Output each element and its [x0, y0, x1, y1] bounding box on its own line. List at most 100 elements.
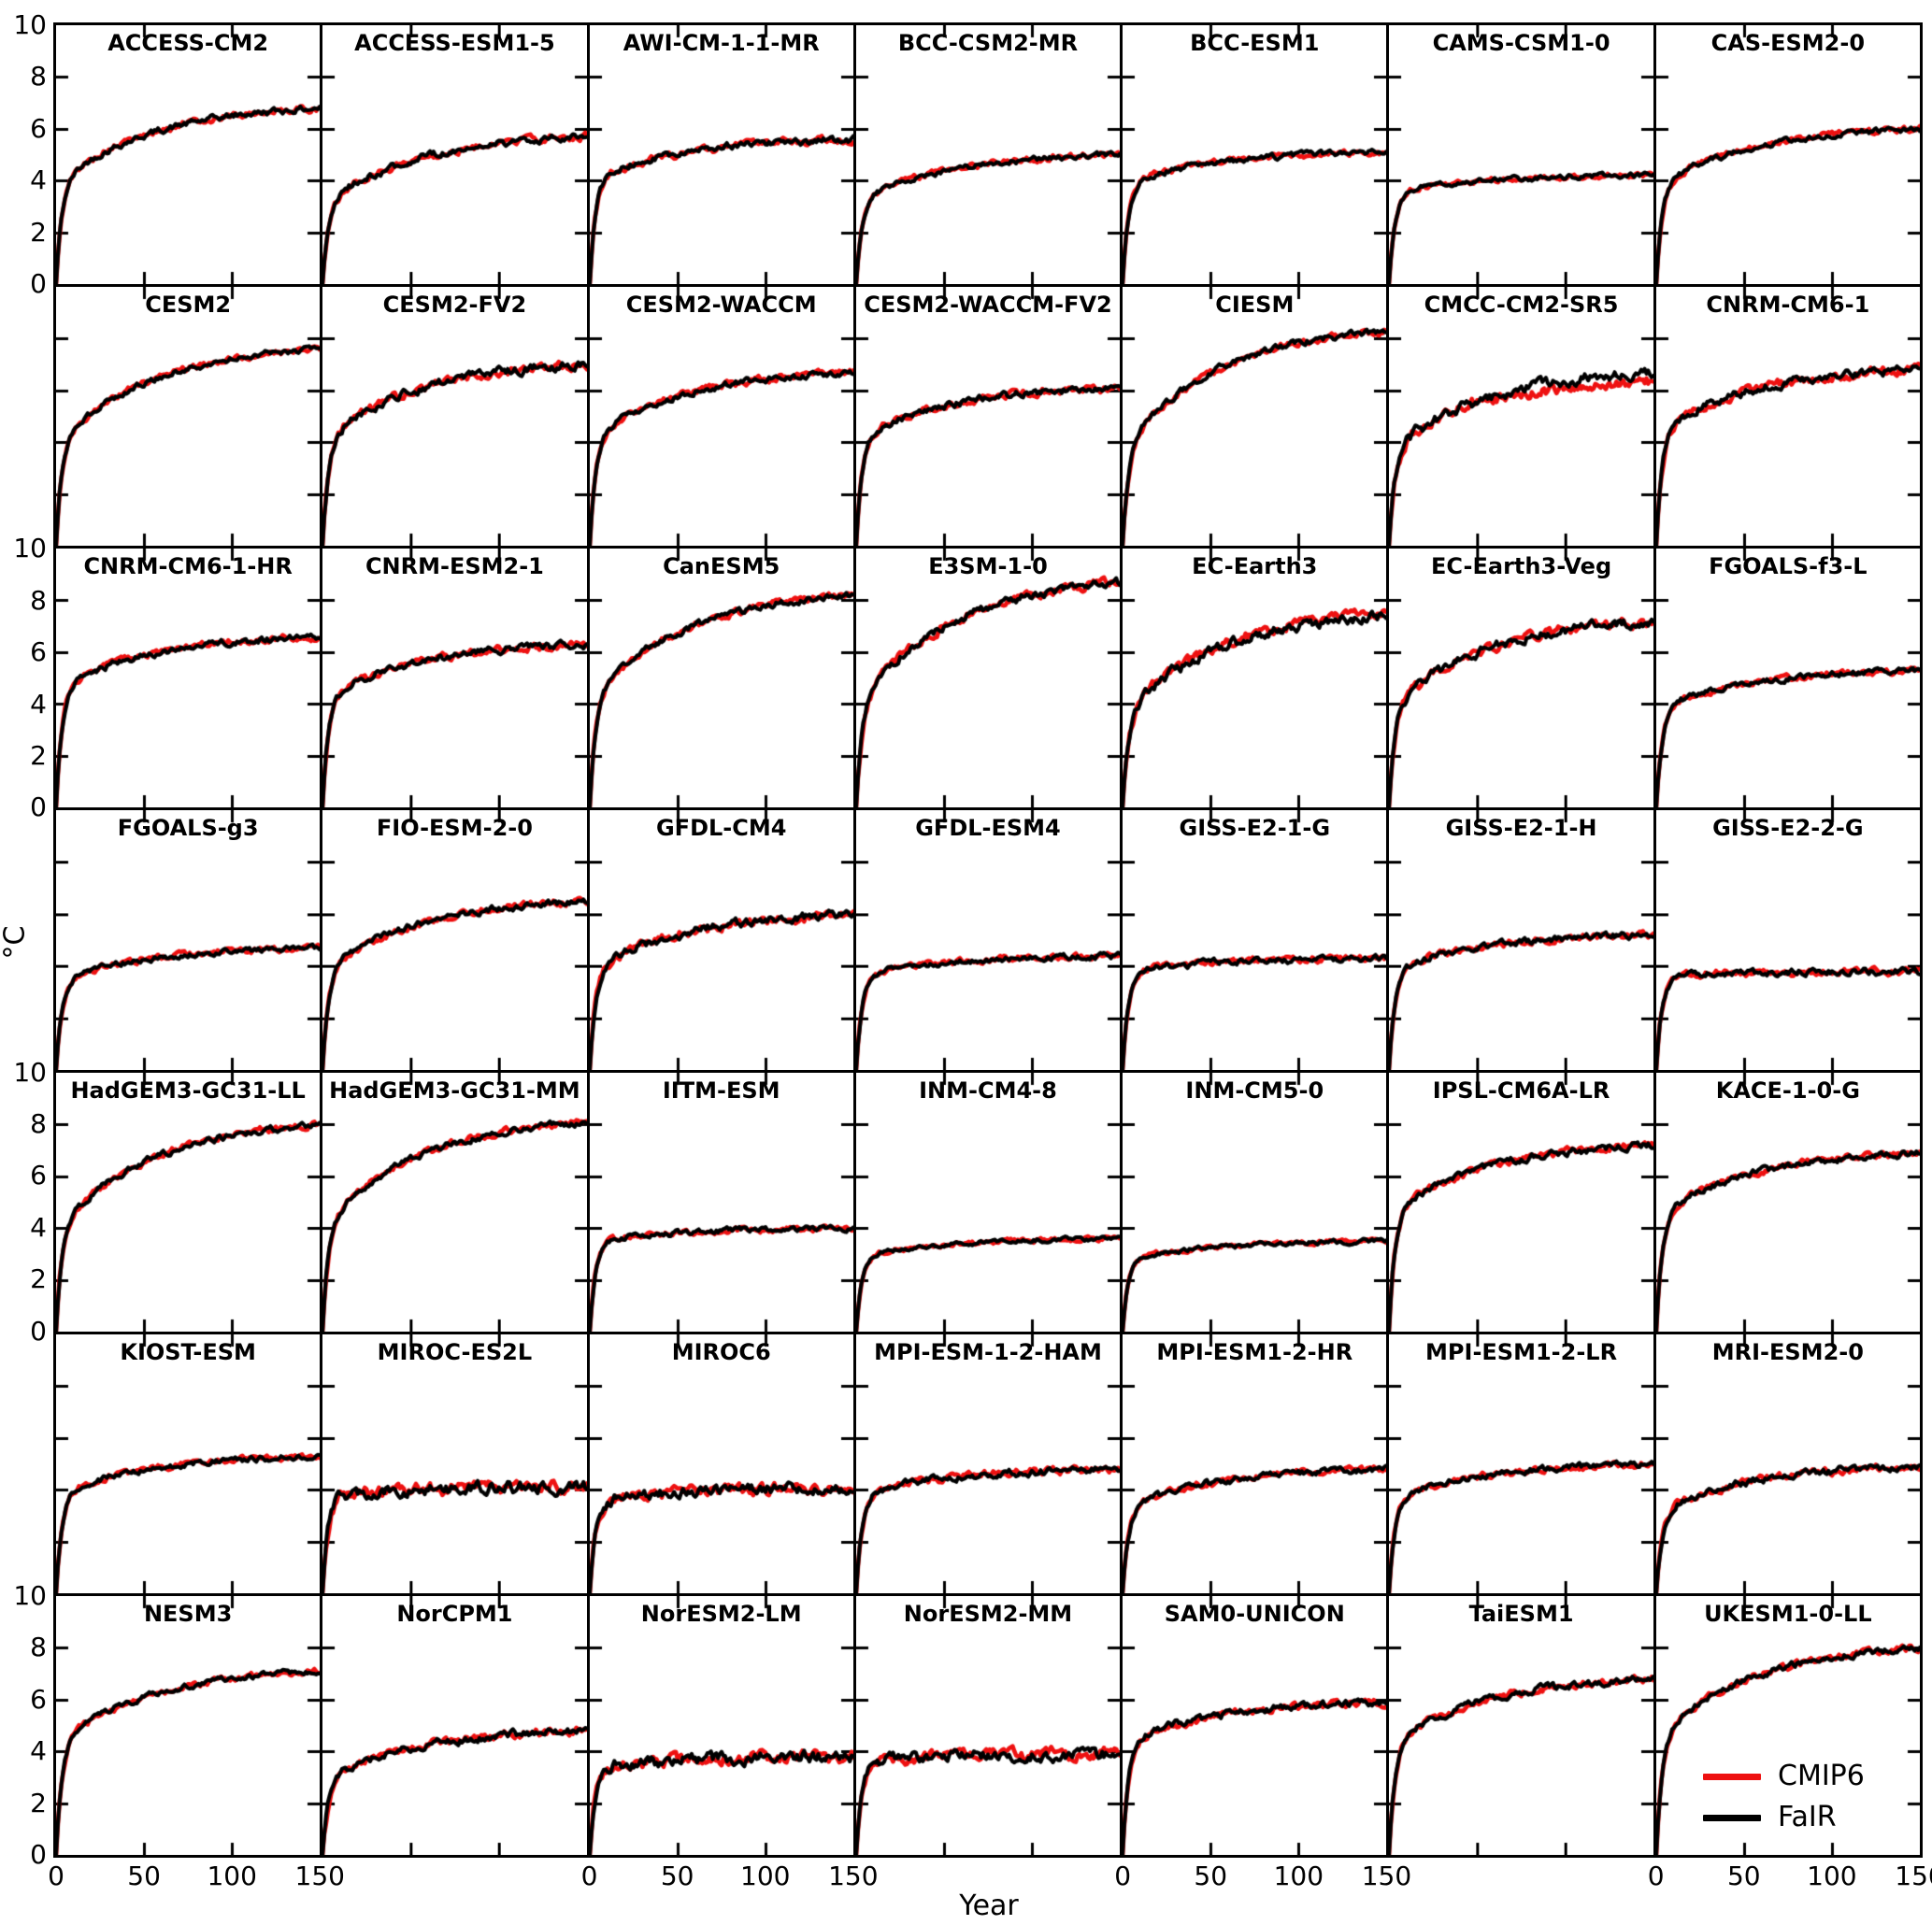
x-tick-label: 150	[828, 1860, 879, 1891]
chart-canvas	[855, 287, 1121, 547]
panel-CESM2-FV2: CESM2-FV2	[322, 287, 590, 549]
y-tick-label: 0	[30, 1838, 47, 1870]
y-tick-label: 2	[30, 1787, 47, 1818]
panel-HadGEM3-GC31-MM: HadGEM3-GC31-MM	[322, 1072, 590, 1334]
panel-NorCPM1: NorCPM1	[322, 1595, 590, 1858]
legend-item-fair: FaIR	[1703, 1802, 1865, 1833]
chart-canvas	[1123, 287, 1387, 547]
chart-canvas	[56, 1072, 321, 1332]
chart-canvas	[1655, 549, 1920, 808]
panel-MPI-ESM-1-2-HAM: MPI-ESM-1-2-HAM	[855, 1333, 1123, 1596]
legend: CMIP6 FaIR	[1703, 1761, 1865, 1843]
y-tick-label: 8	[30, 1632, 47, 1663]
y-tick-label: 4	[30, 1211, 47, 1243]
chart-canvas	[1655, 1333, 1920, 1593]
chart-canvas	[1655, 1072, 1920, 1332]
chart-canvas	[589, 549, 853, 808]
chart-canvas	[589, 810, 853, 1070]
y-tick-label: 6	[30, 1160, 47, 1191]
chart-canvas	[855, 1333, 1121, 1593]
chart-canvas	[56, 549, 321, 808]
y-tick-label: 2	[30, 216, 47, 248]
legend-item-cmip6: CMIP6	[1703, 1761, 1865, 1792]
panel-E3SM-1-0: E3SM-1-0	[855, 549, 1123, 811]
chart-canvas	[1123, 1595, 1387, 1855]
y-axis-label: °C	[0, 925, 32, 960]
x-tick-label: 150	[1895, 1860, 1932, 1891]
panel-FIO-ESM-2-0: FIO-ESM-2-0	[322, 810, 590, 1073]
panel-BCC-CSM2-MR: BCC-CSM2-MR	[855, 25, 1123, 288]
panel-MRI-ESM2-0: MRI-ESM2-0	[1655, 1333, 1923, 1596]
chart-canvas	[56, 287, 321, 547]
panel-CNRM-CM6-1-HR: CNRM-CM6-1-HR	[56, 549, 323, 811]
chart-canvas	[1655, 810, 1920, 1070]
chart-canvas	[589, 1072, 853, 1332]
y-tick-label: 0	[30, 268, 47, 300]
chart-canvas	[1389, 549, 1653, 808]
panel-CanESM5: CanESM5	[589, 549, 856, 811]
y-tick-label: 10	[13, 533, 47, 564]
y-tick-label: 4	[30, 1735, 47, 1767]
panel-CAS-ESM2-0: CAS-ESM2-0	[1655, 25, 1923, 288]
x-tick-label: 50	[127, 1860, 161, 1891]
panel-FGOALS-g3: FGOALS-g3	[56, 810, 323, 1073]
panel-AWI-CM-1-1-MR: AWI-CM-1-1-MR	[589, 25, 856, 288]
chart-canvas	[1123, 1333, 1387, 1593]
y-tick-label: 10	[13, 1056, 47, 1088]
y-tick-label: 6	[30, 112, 47, 144]
panel-UKESM1-0-LL: UKESM1-0-LL	[1655, 1595, 1923, 1858]
chart-canvas	[322, 287, 587, 547]
panel-CAMS-CSM1-0: CAMS-CSM1-0	[1389, 25, 1656, 288]
panel-CESM2: CESM2	[56, 287, 323, 549]
x-tick-label: 50	[1726, 1860, 1761, 1891]
x-tick-label: 0	[1647, 1860, 1665, 1891]
chart-canvas	[56, 1333, 321, 1593]
y-tick-label: 10	[13, 9, 47, 40]
panel-INM-CM5-0: INM-CM5-0	[1123, 1072, 1390, 1334]
panel-BCC-ESM1: BCC-ESM1	[1123, 25, 1390, 288]
chart-canvas	[1389, 1595, 1653, 1855]
panel-MIROC-ES2L: MIROC-ES2L	[322, 1333, 590, 1596]
chart-canvas	[1389, 287, 1653, 547]
chart-canvas	[56, 25, 321, 285]
x-tick-label: 0	[580, 1860, 598, 1891]
chart-canvas	[1389, 810, 1653, 1070]
chart-canvas	[589, 287, 853, 547]
panel-CNRM-ESM2-1: CNRM-ESM2-1	[322, 549, 590, 811]
panel-GISS-E2-1-G: GISS-E2-1-G	[1123, 810, 1390, 1073]
y-tick-label: 6	[30, 1683, 47, 1715]
panel-KIOST-ESM: KIOST-ESM	[56, 1333, 323, 1596]
panel-GFDL-CM4: GFDL-CM4	[589, 810, 856, 1073]
panel-NorESM2-MM: NorESM2-MM	[855, 1595, 1123, 1858]
chart-canvas	[855, 549, 1121, 808]
chart-canvas	[1389, 1072, 1653, 1332]
chart-canvas	[322, 25, 587, 285]
panel-MIROC6: MIROC6	[589, 1333, 856, 1596]
panel-IITM-ESM: IITM-ESM	[589, 1072, 856, 1334]
chart-canvas	[322, 1595, 587, 1855]
x-tick-label: 100	[740, 1860, 791, 1891]
chart-canvas	[56, 1595, 321, 1855]
chart-canvas	[1389, 1333, 1653, 1593]
chart-canvas	[1655, 1595, 1920, 1855]
x-tick-label: 0	[48, 1860, 64, 1891]
chart-canvas	[1655, 287, 1920, 547]
y-tick-label: 4	[30, 164, 47, 196]
cmip6-line-swatch	[1703, 1773, 1761, 1780]
y-tick-label: 8	[30, 1107, 47, 1139]
chart-canvas	[1123, 549, 1387, 808]
chart-canvas	[56, 810, 321, 1070]
chart-canvas	[589, 1595, 853, 1855]
chart-canvas	[589, 25, 853, 285]
panel-CESM2-WACCM-FV2: CESM2-WACCM-FV2	[855, 287, 1123, 549]
legend-label-cmip6: CMIP6	[1778, 1760, 1865, 1792]
panel-grid: ACCESS-CM2 ACCESS-ESM1-5 AWI-CM-1-1-MR BCC-…	[53, 22, 1923, 1858]
y-tick-label: 0	[30, 791, 47, 823]
chart-canvas	[855, 1595, 1121, 1855]
x-tick-label: 0	[1114, 1860, 1132, 1891]
panel-SAM0-UNICON: SAM0-UNICON	[1123, 1595, 1390, 1858]
panel-FGOALS-f3-L: FGOALS-f3-L	[1655, 549, 1923, 811]
panel-TaiESM1: TaiESM1	[1389, 1595, 1656, 1858]
x-tick-label: 150	[294, 1860, 345, 1891]
